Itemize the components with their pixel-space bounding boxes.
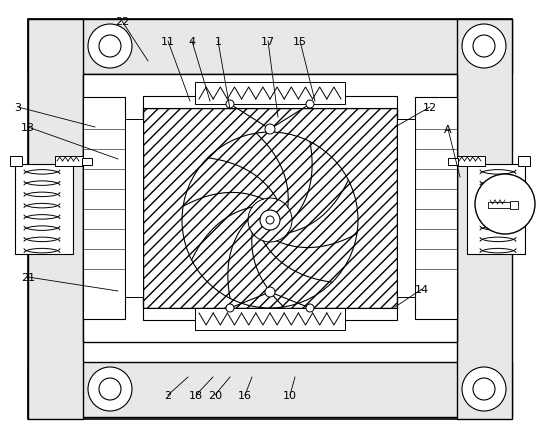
Bar — [15, 165, 73, 254]
Bar — [28, 362, 512, 417]
Circle shape — [88, 25, 132, 69]
Text: 15: 15 — [293, 37, 307, 47]
Text: 17: 17 — [261, 37, 275, 47]
Bar — [143, 308, 397, 320]
Circle shape — [473, 378, 495, 400]
Circle shape — [475, 175, 535, 234]
Circle shape — [265, 125, 275, 135]
Text: 12: 12 — [423, 103, 437, 113]
Bar — [83, 75, 457, 342]
Text: A: A — [444, 125, 452, 135]
Bar — [457, 20, 512, 419]
Circle shape — [99, 36, 121, 58]
Circle shape — [306, 304, 314, 312]
Bar — [488, 202, 510, 208]
Text: 21: 21 — [21, 272, 35, 283]
Text: 16: 16 — [238, 390, 252, 400]
Bar — [125, 120, 143, 297]
Text: 18: 18 — [189, 390, 203, 400]
Circle shape — [473, 36, 495, 58]
Text: 20: 20 — [208, 390, 222, 400]
Circle shape — [226, 101, 234, 109]
Bar — [195, 83, 345, 105]
Circle shape — [306, 101, 314, 109]
Bar — [83, 98, 125, 319]
Circle shape — [226, 304, 234, 312]
Bar — [55, 157, 83, 166]
Text: 10: 10 — [283, 390, 297, 400]
Text: 4: 4 — [188, 37, 195, 47]
Bar — [143, 97, 397, 109]
Bar — [10, 157, 22, 166]
Bar — [467, 165, 525, 254]
Text: 22: 22 — [115, 17, 129, 27]
Bar — [457, 157, 485, 166]
Circle shape — [266, 216, 274, 225]
Bar — [195, 308, 345, 330]
Text: 13: 13 — [21, 123, 35, 133]
Circle shape — [462, 367, 506, 411]
Circle shape — [260, 211, 280, 230]
Circle shape — [88, 367, 132, 411]
Bar — [448, 159, 458, 166]
Text: 3: 3 — [15, 103, 22, 113]
Bar — [28, 20, 512, 75]
Circle shape — [99, 378, 121, 400]
Circle shape — [462, 25, 506, 69]
Bar — [28, 20, 512, 419]
Bar — [397, 120, 415, 297]
Text: 1: 1 — [214, 37, 221, 47]
Text: 14: 14 — [415, 284, 429, 294]
Text: 11: 11 — [161, 37, 175, 47]
Bar — [415, 98, 457, 319]
Bar — [143, 109, 397, 308]
Bar — [510, 201, 518, 209]
Bar — [28, 20, 83, 419]
Text: 2: 2 — [165, 390, 172, 400]
Bar — [518, 157, 530, 166]
Bar — [82, 159, 92, 166]
Circle shape — [265, 287, 275, 297]
